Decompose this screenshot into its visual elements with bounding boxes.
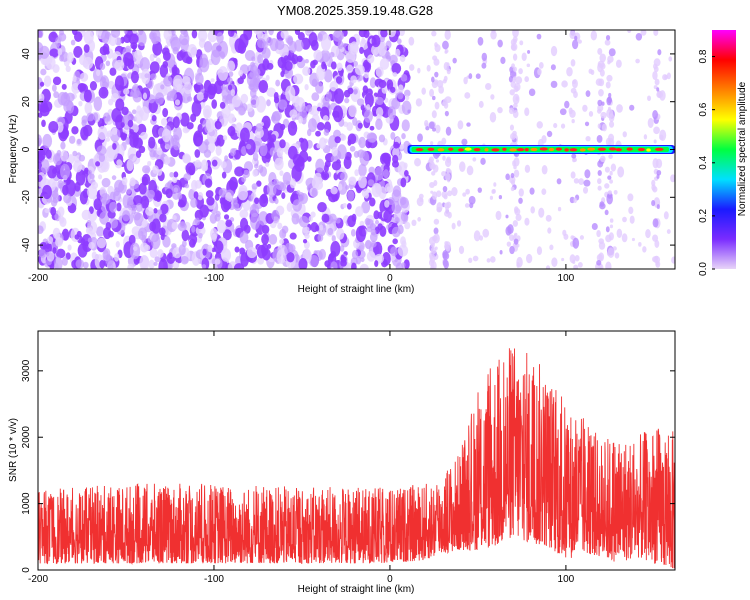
heatmap-feature-sparse-noise xyxy=(407,30,675,269)
colorbar: 0.0 0.2 0.4 0.6 0.8 Normalized spectral ampl… xyxy=(698,30,748,276)
snr-y-tick-label: 3000 xyxy=(21,359,32,382)
snr-x-tick-label: -100 xyxy=(204,574,224,585)
snr-x-tick-label: -200 xyxy=(28,574,48,585)
heatmap-y-tick-label: 40 xyxy=(21,48,32,60)
heatmap-x-tick-label: -200 xyxy=(28,273,48,284)
heatmap-x-tick-label: 100 xyxy=(558,273,575,284)
snr-x-tick-label: 0 xyxy=(387,574,393,585)
colorbar-gradient xyxy=(712,30,736,269)
heatmap-y-tick-label: -20 xyxy=(21,190,32,205)
snr-x-axis-label: Height of straight line (km) xyxy=(298,584,415,595)
snr-y-tick-label: 1000 xyxy=(21,492,32,515)
snr-y-axis-label: SNR (10 * v/v) xyxy=(8,418,19,482)
heatmap-y-tick-label: 20 xyxy=(21,96,32,108)
heatmap-y-tick-label: -40 xyxy=(21,237,32,252)
heatmap-y-axis-label: Frequency (Hz) xyxy=(8,115,19,184)
snr-series-line xyxy=(37,348,676,569)
figure-title: YM08.2025.359.19.48.G28 xyxy=(277,3,433,18)
snr-y-tick-label: 2000 xyxy=(21,426,32,449)
snr-y-tick-label: 0 xyxy=(21,567,32,573)
heatmap-x-tick-label: -100 xyxy=(204,273,224,284)
colorbar-ticks: 0.0 0.2 0.4 0.6 0.8 xyxy=(698,49,715,276)
snr-plot-area xyxy=(37,348,676,569)
heatmap-feature-scattered-noise xyxy=(38,30,412,269)
colorbar-tick-label: 0.6 xyxy=(698,102,709,116)
heatmap-feature-signal-line xyxy=(407,145,675,154)
colorbar-tick-label: 0.8 xyxy=(698,49,709,63)
colorbar-tick-label: 0.0 xyxy=(698,262,709,276)
heatmap-plot-area xyxy=(38,30,675,269)
snr-x-tick-label: 100 xyxy=(558,574,575,585)
snr-frame xyxy=(37,330,676,571)
heatmap-y-tick-label: 0 xyxy=(21,146,32,152)
colorbar-label: Normalized spectral amplitude xyxy=(737,81,748,216)
colorbar-tick-label: 0.4 xyxy=(698,155,709,169)
heatmap-x-tick-label: 0 xyxy=(387,273,393,284)
heatmap-x-axis-label: Height of straight line (km) xyxy=(298,284,415,295)
colorbar-tick-label: 0.2 xyxy=(698,209,709,223)
